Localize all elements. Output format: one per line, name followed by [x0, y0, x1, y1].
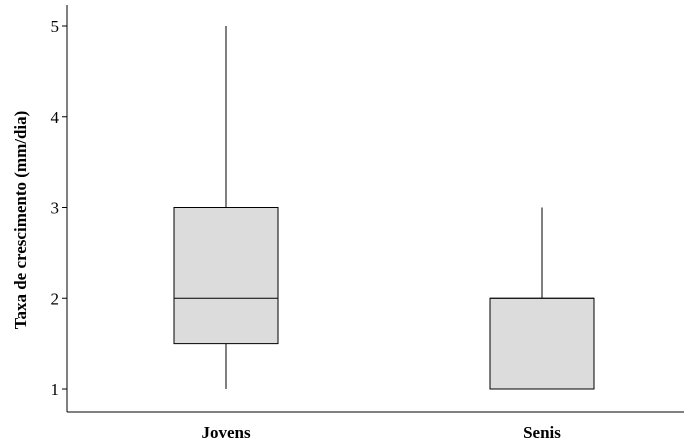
iqr-box — [173, 207, 279, 345]
y-axis-title: Taxa de crescimento (mm/dia) — [11, 111, 30, 330]
y-tick-label: 2 — [51, 289, 60, 308]
category-label-senis: Senis — [523, 423, 561, 442]
y-ticks: 1 2 3 4 5 — [51, 17, 67, 399]
y-tick-label: 1 — [51, 380, 60, 399]
category-labels: Jovens Senis — [201, 423, 561, 442]
box-jovens — [173, 26, 279, 389]
box-senis — [489, 207, 595, 390]
y-tick-label: 3 — [51, 199, 60, 218]
y-tick-label: 4 — [51, 108, 60, 127]
category-label-jovens: Jovens — [201, 423, 251, 442]
iqr-box — [489, 297, 595, 390]
y-tick-label: 5 — [51, 17, 60, 36]
boxes — [173, 26, 595, 390]
